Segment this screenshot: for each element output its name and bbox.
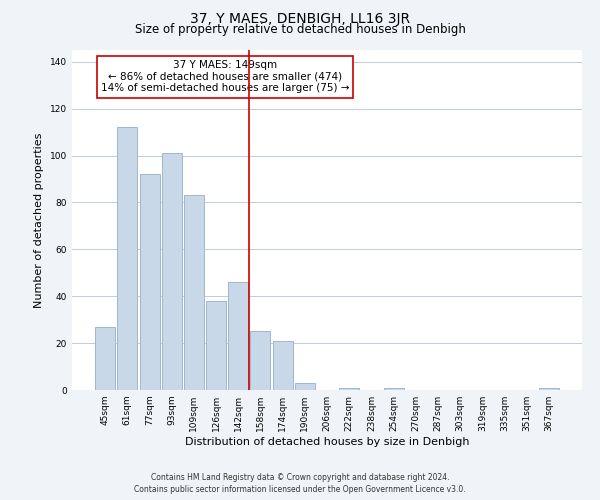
Bar bbox=[162, 153, 182, 390]
Bar bbox=[95, 326, 115, 390]
Bar bbox=[339, 388, 359, 390]
Bar bbox=[206, 301, 226, 390]
Bar bbox=[184, 196, 204, 390]
Bar bbox=[539, 388, 559, 390]
X-axis label: Distribution of detached houses by size in Denbigh: Distribution of detached houses by size … bbox=[185, 437, 469, 447]
Text: Size of property relative to detached houses in Denbigh: Size of property relative to detached ho… bbox=[134, 22, 466, 36]
Bar bbox=[295, 383, 315, 390]
Y-axis label: Number of detached properties: Number of detached properties bbox=[34, 132, 44, 308]
Bar bbox=[272, 341, 293, 390]
Text: Contains HM Land Registry data © Crown copyright and database right 2024.
Contai: Contains HM Land Registry data © Crown c… bbox=[134, 472, 466, 494]
Text: 37, Y MAES, DENBIGH, LL16 3JR: 37, Y MAES, DENBIGH, LL16 3JR bbox=[190, 12, 410, 26]
Bar bbox=[140, 174, 160, 390]
Bar bbox=[228, 282, 248, 390]
Text: 37 Y MAES: 149sqm
← 86% of detached houses are smaller (474)
14% of semi-detache: 37 Y MAES: 149sqm ← 86% of detached hous… bbox=[101, 60, 349, 94]
Bar bbox=[118, 128, 137, 390]
Bar bbox=[383, 388, 404, 390]
Bar bbox=[250, 332, 271, 390]
